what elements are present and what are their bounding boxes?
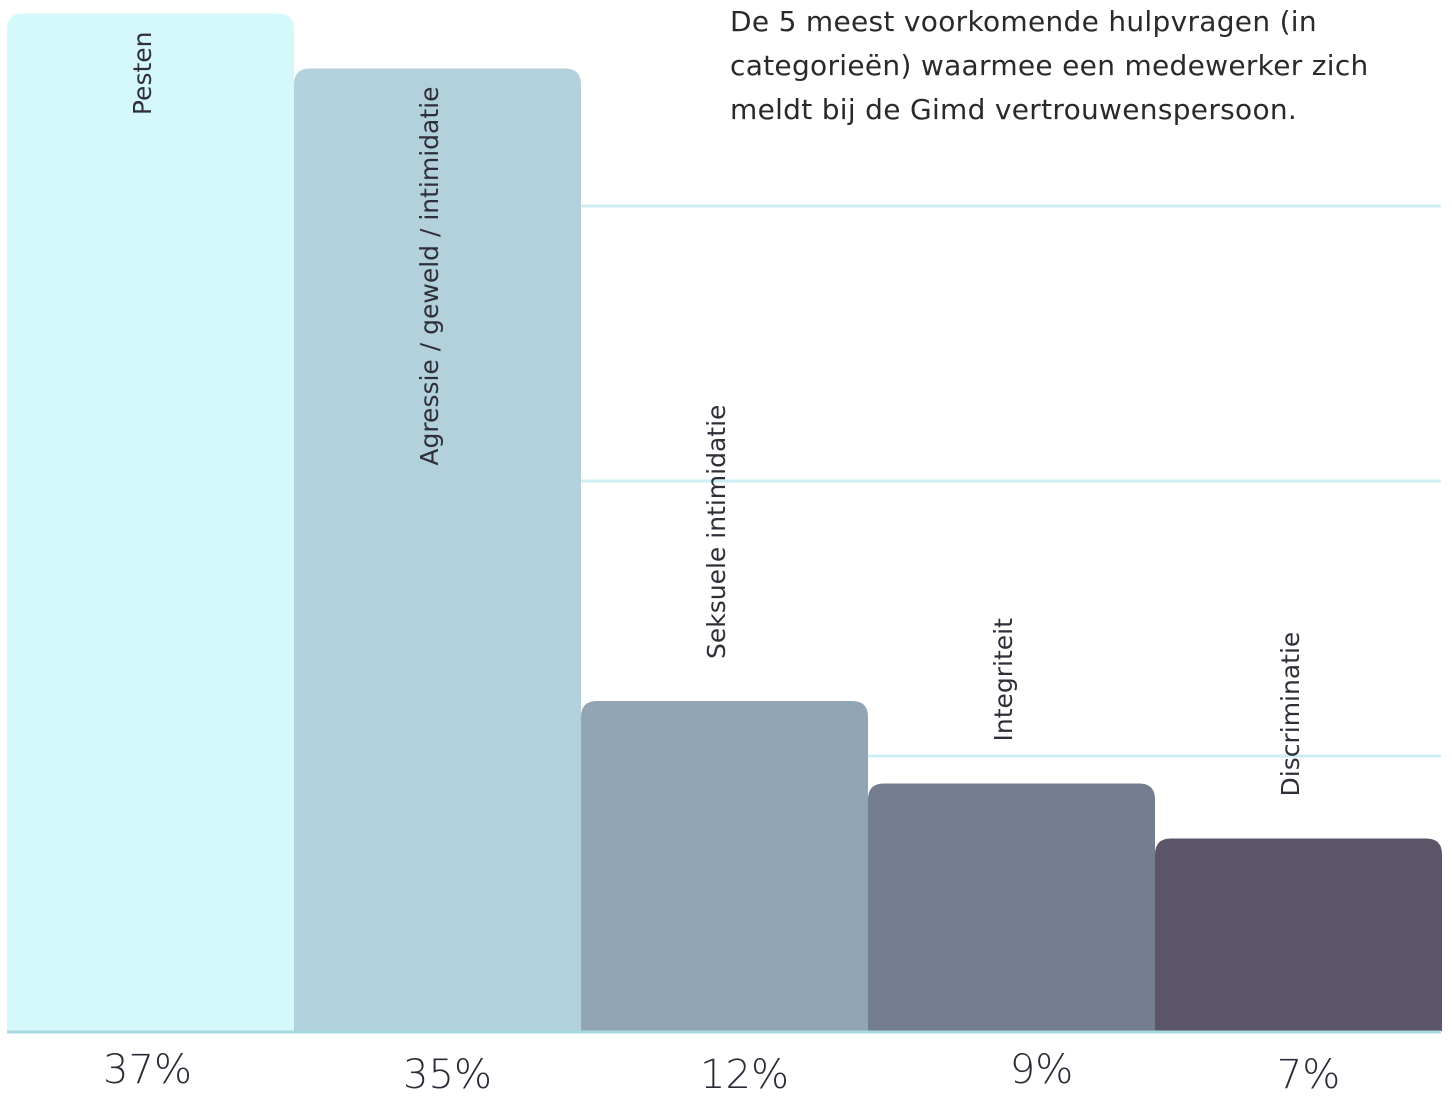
- bar-5: [1155, 838, 1442, 1031]
- bar-label-5: Discriminatie: [1276, 632, 1305, 797]
- value-label-5: 7%: [1277, 1052, 1340, 1098]
- chart-title: De 5 meest voorkomende hulpvragen (in ca…: [730, 5, 1369, 126]
- bars: [7, 13, 1442, 1031]
- bar-label-3: Seksuele intimidatie: [702, 405, 731, 659]
- value-label-4: 9%: [1010, 1047, 1073, 1093]
- value-label-2: 35%: [403, 1052, 492, 1098]
- value-labels: 37% 35% 12% 9% 7%: [103, 1047, 1340, 1098]
- bar-label-2: Agressie / geweld / intimidatie: [415, 87, 444, 466]
- bar-label-4: Integriteit: [989, 618, 1018, 742]
- bar-labels: Pesten Agressie / geweld / intimidatie Sek…: [128, 32, 1305, 797]
- bar-label-1: Pesten: [128, 32, 157, 116]
- bar-4: [868, 783, 1155, 1031]
- value-label-3: 12%: [700, 1052, 789, 1098]
- value-label-1: 37%: [103, 1047, 192, 1093]
- bar-1: [7, 13, 294, 1031]
- bar-3: [581, 701, 868, 1031]
- bar-2: [294, 68, 581, 1031]
